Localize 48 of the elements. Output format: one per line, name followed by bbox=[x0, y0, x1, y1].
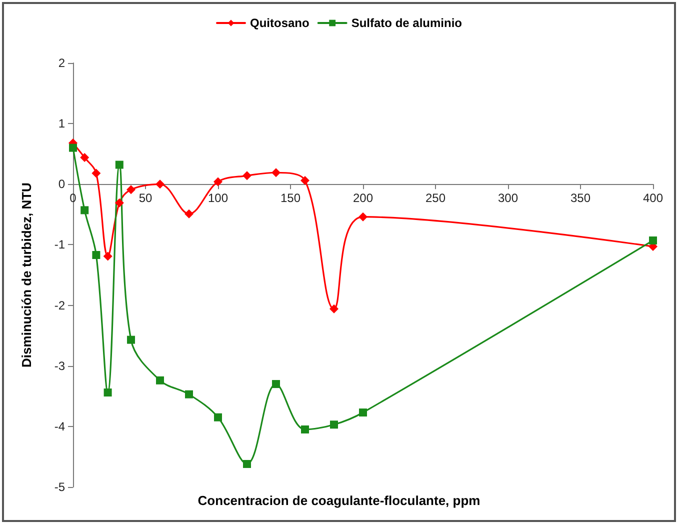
point bbox=[156, 180, 164, 189]
x-axis-title: Concentracion de coagulante-floculante, ppm bbox=[198, 493, 480, 508]
point bbox=[104, 388, 112, 397]
x-tick-label: 50 bbox=[138, 191, 152, 206]
x-tick-label: 150 bbox=[280, 191, 301, 206]
point bbox=[80, 152, 90, 162]
point bbox=[301, 425, 309, 434]
point bbox=[330, 304, 338, 314]
y-tick-label: -4 bbox=[54, 419, 66, 434]
point bbox=[69, 144, 77, 152]
point bbox=[103, 252, 112, 261]
point bbox=[114, 198, 124, 208]
point bbox=[359, 408, 367, 416]
point bbox=[242, 171, 252, 180]
point bbox=[649, 236, 657, 244]
point bbox=[80, 206, 89, 214]
point bbox=[184, 209, 194, 218]
point bbox=[115, 160, 124, 169]
point bbox=[92, 251, 100, 260]
point bbox=[243, 460, 251, 468]
x-tick-label: 100 bbox=[208, 191, 228, 206]
legend-label: Quitosano bbox=[250, 16, 310, 30]
point bbox=[330, 420, 338, 429]
y-tick-label: -1 bbox=[54, 238, 66, 252]
y-axis-title: Disminución de turbidez, NTU bbox=[19, 182, 34, 368]
legend-label: Sulfato de aluminio bbox=[351, 16, 462, 30]
y-tick-label: -2 bbox=[54, 298, 66, 312]
point bbox=[126, 185, 136, 194]
x-tick-label: 300 bbox=[498, 191, 518, 206]
y-tick-label: 2 bbox=[58, 56, 66, 70]
point bbox=[185, 390, 193, 398]
point bbox=[127, 336, 135, 344]
point bbox=[272, 380, 280, 388]
point bbox=[272, 168, 280, 178]
point bbox=[156, 376, 164, 384]
y-tick-label: 1 bbox=[58, 116, 66, 131]
x-tick-label: 200 bbox=[352, 191, 374, 206]
x-tick-label: 250 bbox=[425, 191, 446, 206]
point bbox=[214, 177, 222, 186]
x-tick-label: 350 bbox=[570, 191, 591, 206]
point bbox=[300, 176, 310, 186]
x-tick-label: 400 bbox=[642, 191, 664, 206]
y-tick-label: -5 bbox=[54, 480, 66, 494]
point bbox=[214, 413, 222, 422]
point bbox=[358, 212, 368, 222]
y-tick-label: 0 bbox=[58, 177, 66, 192]
point bbox=[92, 168, 101, 178]
y-tick-label: -3 bbox=[54, 358, 66, 373]
